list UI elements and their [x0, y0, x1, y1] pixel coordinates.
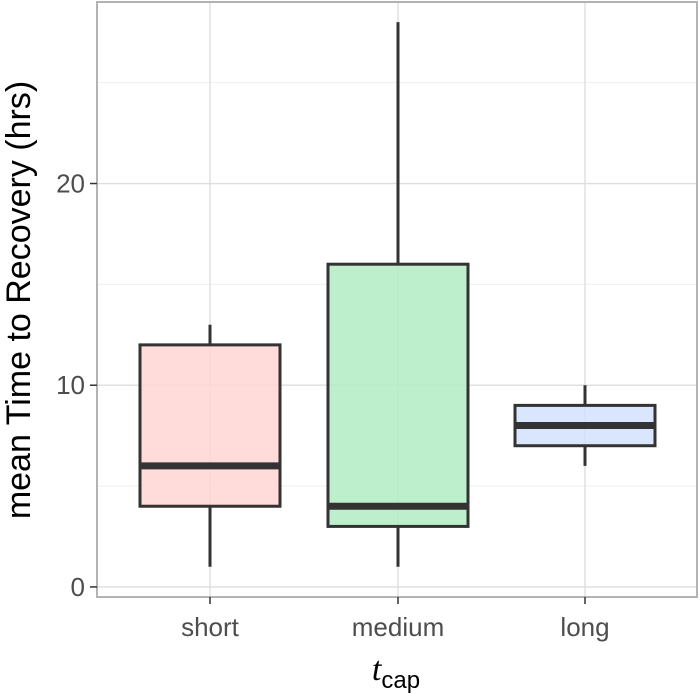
x-tick-label: long	[560, 612, 609, 642]
box-long	[513, 385, 657, 466]
boxes	[138, 22, 657, 567]
box-rect	[326, 262, 470, 528]
plot-panel-border	[96, 1, 698, 598]
x-tick-label: short	[181, 612, 240, 642]
x-axis-title-subscript: cap	[381, 667, 420, 693]
x-tick-label: medium	[352, 612, 444, 642]
axis-ticks	[90, 182, 586, 604]
y-tick-label: 0	[71, 572, 85, 602]
x-axis-title: tcap	[372, 651, 420, 693]
y-tick-label: 20	[56, 169, 85, 199]
box-rect	[138, 343, 282, 508]
box-short	[138, 324, 282, 567]
y-tick-label: 10	[56, 370, 85, 400]
y-axis-title: mean Time to Recovery (hrs)	[0, 81, 38, 519]
x-axis-title-main: t	[372, 651, 383, 688]
box-medium	[326, 22, 470, 567]
